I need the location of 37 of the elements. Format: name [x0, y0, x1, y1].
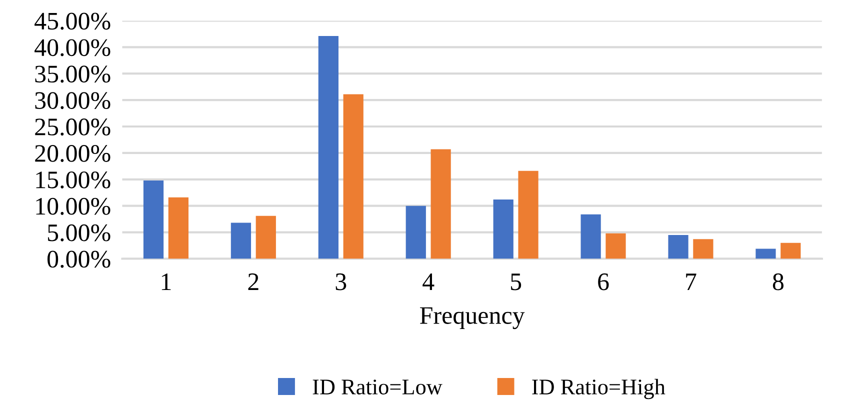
bar [780, 242, 801, 259]
y-tick-label: 5.00% [48, 224, 110, 242]
x-tick-label: 1 [162, 273, 171, 290]
bar [230, 222, 252, 259]
x-tick-label: 6 [598, 273, 609, 290]
y-tick-label: 20.00% [35, 145, 110, 162]
bar [406, 206, 426, 259]
bar [256, 216, 276, 259]
bar [143, 180, 164, 259]
bar [430, 149, 451, 259]
legend-label: ID Ratio=High [532, 378, 666, 400]
bar [756, 248, 776, 259]
bar [668, 234, 688, 259]
x-axis-title: Frequency [420, 307, 525, 330]
y-tick-label: 40.00% [34, 39, 110, 56]
y-tick-label: 25.00% [35, 118, 110, 136]
x-tick-label: 5 [511, 274, 522, 290]
x-tick-label: 3 [336, 273, 346, 290]
x-tick-label: 2 [248, 273, 258, 290]
bar [606, 233, 626, 259]
y-tick-label: 45.00% [34, 12, 110, 30]
y-tick-label: 30.00% [35, 92, 110, 110]
legend-label: ID Ratio=Low [312, 380, 442, 395]
bar [580, 214, 601, 259]
x-tick-label: 7 [686, 274, 696, 290]
bar [693, 239, 714, 259]
bar [168, 197, 188, 259]
bar [518, 170, 538, 259]
bar [318, 36, 338, 259]
y-tick-label: 15.00% [36, 171, 110, 188]
y-tick-label: 35.00% [35, 66, 110, 83]
bar [493, 200, 514, 259]
x-tick-label: 4 [422, 274, 434, 290]
bar [343, 94, 364, 259]
x-tick-label: 8 [772, 273, 784, 290]
y-tick-label: 0.00% [48, 250, 110, 268]
y-tick-label: 10.00% [36, 198, 110, 215]
